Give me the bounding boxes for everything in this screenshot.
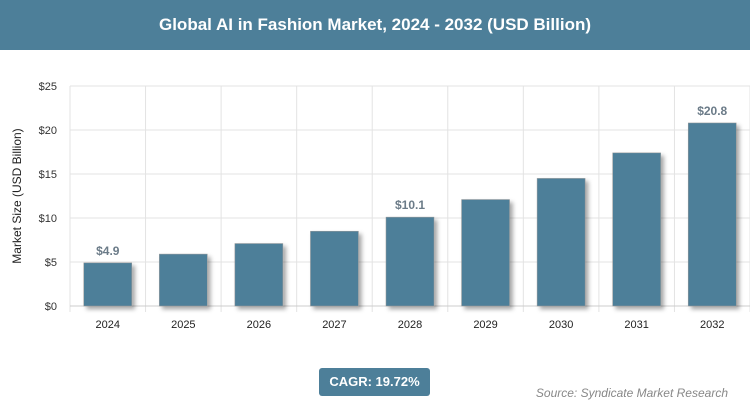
y-tick-label: $15 — [39, 169, 57, 181]
x-tick-label: 2027 — [322, 319, 346, 331]
bar-2029 — [461, 199, 510, 307]
y-tick-label: $20 — [39, 125, 57, 137]
bar-2025 — [159, 253, 208, 307]
data-label: $10.1 — [395, 198, 425, 212]
bar-2027 — [310, 230, 359, 307]
x-tick-label: 2028 — [398, 319, 422, 331]
bar-2031 — [612, 152, 661, 307]
data-label: $4.9 — [96, 244, 120, 258]
source-note: Source: Syndicate Market Research — [535, 386, 728, 400]
chart-title: Global AI in Fashion Market, 2024 - 2032… — [0, 0, 750, 50]
x-tick-label: 2030 — [549, 319, 573, 331]
x-tick-label: 2029 — [473, 319, 497, 331]
y-tick-label: $0 — [45, 301, 57, 313]
bar-2032 — [687, 122, 737, 307]
y-tick-label: $10 — [39, 213, 57, 225]
data-label: $20.8 — [697, 104, 727, 118]
bar-2028 — [385, 216, 435, 307]
bar-2026 — [234, 243, 284, 307]
cagr-badge: CAGR: 19.72% — [319, 368, 430, 396]
x-tick-label: 2032 — [700, 319, 724, 331]
x-tick-label: 2031 — [624, 319, 648, 331]
y-axis-title: Market Size (USD Billion) — [10, 128, 24, 263]
x-tick-label: 2024 — [96, 319, 120, 331]
x-tick-label: 2025 — [171, 319, 195, 331]
bar-2024 — [83, 262, 133, 307]
bar-2030 — [536, 178, 586, 307]
y-tick-label: $25 — [39, 81, 57, 93]
x-tick-label: 2026 — [247, 319, 271, 331]
y-tick-label: $5 — [45, 257, 57, 269]
